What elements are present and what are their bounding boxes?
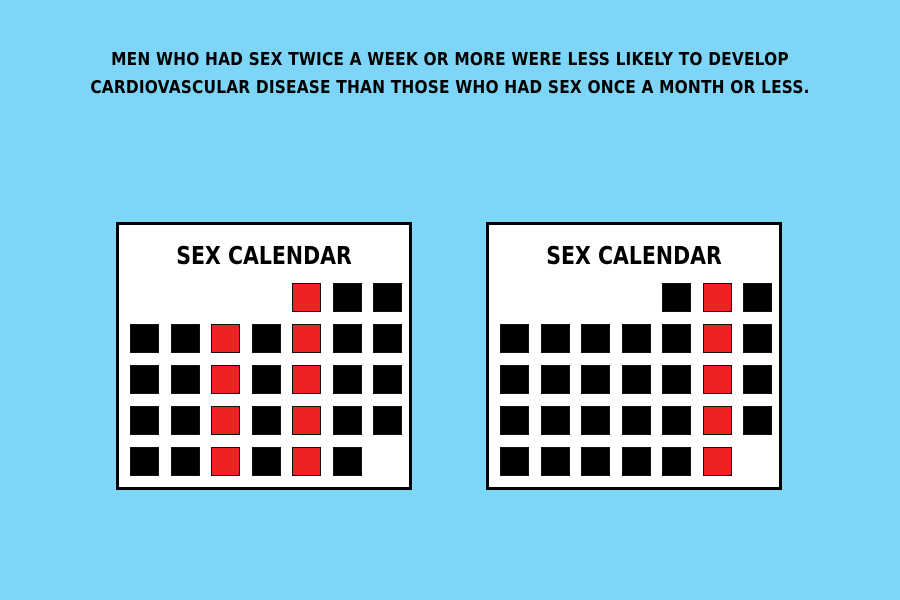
day-cell bbox=[581, 365, 610, 394]
sex-day-cell bbox=[211, 324, 240, 353]
day-cell bbox=[333, 365, 362, 394]
day-cell bbox=[500, 365, 529, 394]
day-cell bbox=[743, 406, 772, 435]
sex-day-cell bbox=[292, 365, 321, 394]
day-cell bbox=[130, 324, 159, 353]
sex-day-cell bbox=[211, 447, 240, 476]
sex-day-cell bbox=[703, 324, 732, 353]
day-cell bbox=[171, 447, 200, 476]
day-cell bbox=[581, 406, 610, 435]
day-cell bbox=[373, 324, 402, 353]
day-cell bbox=[171, 406, 200, 435]
day-cell bbox=[171, 324, 200, 353]
day-cell bbox=[252, 324, 281, 353]
day-cell bbox=[662, 283, 691, 312]
day-cell bbox=[581, 447, 610, 476]
day-cell bbox=[743, 365, 772, 394]
sex-day-cell bbox=[211, 365, 240, 394]
day-cell bbox=[541, 324, 570, 353]
day-cell bbox=[333, 447, 362, 476]
day-cell bbox=[622, 406, 651, 435]
calendar-title: SEX CALENDAR bbox=[176, 241, 352, 270]
day-cell bbox=[252, 365, 281, 394]
sex-day-cell bbox=[292, 447, 321, 476]
sex-day-cell bbox=[703, 447, 732, 476]
day-cell bbox=[622, 324, 651, 353]
sex-day-cell bbox=[703, 406, 732, 435]
sex-day-cell bbox=[211, 406, 240, 435]
day-cell bbox=[500, 406, 529, 435]
day-cell bbox=[500, 324, 529, 353]
day-cell bbox=[581, 324, 610, 353]
sex-day-cell bbox=[292, 283, 321, 312]
day-cell bbox=[373, 365, 402, 394]
day-cell bbox=[130, 447, 159, 476]
headline: MEN WHO HAD SEX TWICE A WEEK OR MORE WER… bbox=[54, 46, 846, 102]
day-cell bbox=[541, 365, 570, 394]
headline-line-1: MEN WHO HAD SEX TWICE A WEEK OR MORE WER… bbox=[111, 50, 789, 70]
calendar-title: SEX CALENDAR bbox=[546, 241, 722, 270]
day-cell bbox=[333, 406, 362, 435]
day-cell bbox=[662, 406, 691, 435]
day-cell bbox=[333, 324, 362, 353]
day-cell bbox=[252, 447, 281, 476]
day-cell bbox=[662, 324, 691, 353]
sex-day-cell bbox=[703, 365, 732, 394]
sex-day-cell bbox=[703, 283, 732, 312]
day-cell bbox=[252, 406, 281, 435]
sex-calendar-infrequent: SEX CALENDAR bbox=[486, 222, 782, 490]
day-cell bbox=[622, 447, 651, 476]
day-cell bbox=[662, 447, 691, 476]
headline-line-2: CARDIOVASCULAR DISEASE THAN THOSE WHO HA… bbox=[90, 78, 810, 98]
day-cell bbox=[541, 447, 570, 476]
sex-calendar-frequent: SEX CALENDAR bbox=[116, 222, 412, 490]
day-cell bbox=[333, 283, 362, 312]
day-cell bbox=[662, 365, 691, 394]
day-cell bbox=[373, 283, 402, 312]
day-cell bbox=[500, 447, 529, 476]
sex-day-cell bbox=[292, 406, 321, 435]
day-cell bbox=[743, 283, 772, 312]
sex-day-cell bbox=[292, 324, 321, 353]
day-cell bbox=[373, 406, 402, 435]
day-cell bbox=[622, 365, 651, 394]
day-cell bbox=[541, 406, 570, 435]
day-cell bbox=[743, 324, 772, 353]
day-cell bbox=[171, 365, 200, 394]
day-cell bbox=[130, 406, 159, 435]
day-cell bbox=[130, 365, 159, 394]
